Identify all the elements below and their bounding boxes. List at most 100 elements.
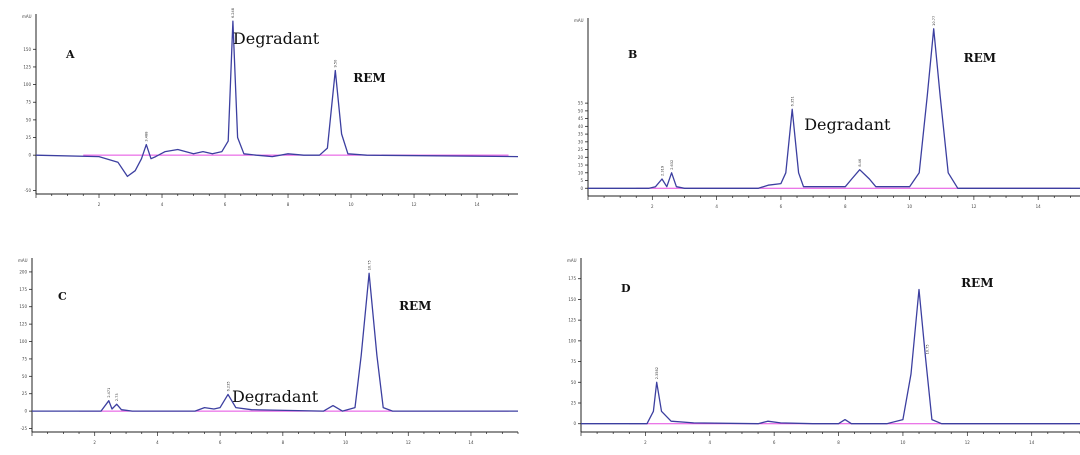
y-tick-label: 25	[571, 401, 577, 406]
x-tick-label: 6	[224, 202, 227, 207]
x-tick-label: 8	[287, 202, 290, 207]
y-tick-label: 100	[19, 339, 27, 344]
chart-b-svg: mAU 0 5 10 15 20 25 30 35 40 45 50 55 2 4 6 8 10 12 14 2.319…	[574, 16, 1080, 209]
chart-a-svg: mAU -50 0 25 50 75 100 125 150 2 4 6 8 10 12 14 3.488 6.2…	[22, 8, 519, 207]
y-tick-label: 175	[568, 276, 576, 281]
y-tick-label: 25	[22, 391, 28, 396]
y-tick-label: 50	[571, 380, 577, 385]
chromatogram-trace	[581, 288, 1080, 425]
y-tick-label: 5	[580, 178, 583, 183]
y-tick-label: 150	[23, 47, 31, 52]
annotation-degradant: Degradant	[232, 387, 319, 406]
y-tick-label: 75	[22, 356, 28, 361]
chromatogram-panel-c: mAU -25 0 25 50 75 100 125 150 175 200 2 4 6 8 10 12 14 2.…	[0, 250, 522, 455]
chromatogram-trace	[35, 20, 519, 178]
peak-retention-label: 8.46	[858, 159, 862, 167]
peak-retention-label: 6.248	[231, 8, 235, 18]
x-tick-label: 4	[715, 204, 718, 209]
y-tick-label: 55	[578, 101, 584, 106]
peak-retention-label: 2.73	[115, 393, 119, 401]
y-tick-label: 10	[578, 170, 584, 175]
x-tick-label: 8	[844, 204, 847, 209]
panel-label: B	[628, 48, 637, 61]
x-tick-label: 10	[900, 440, 906, 445]
peak-retention-label: 6.351	[790, 96, 794, 106]
annotation-rem: REM	[353, 71, 385, 85]
y-tick-label: 40	[578, 124, 584, 129]
x-tick-label: 14	[474, 202, 480, 207]
y-tick-label: 20	[578, 155, 584, 160]
y-tick-label: 45	[578, 116, 584, 121]
y-tick-label: 200	[19, 269, 27, 274]
x-tick-label: 14	[1036, 204, 1042, 209]
x-tick-label: 12	[411, 202, 417, 207]
chart-d-svg: mAU 0 25 50 75 100 125 150 175 2 4 6 8 10 12 14 2.3582 10…	[567, 258, 1080, 445]
peak-retention-label: 10.77	[932, 16, 936, 26]
y-tick-label: 30	[578, 139, 584, 144]
x-tick-label: 12	[971, 204, 977, 209]
peak-retention-label: 3.488	[145, 132, 149, 142]
annotation-rem: REM	[399, 299, 431, 313]
y-tick-label: 50	[578, 108, 584, 113]
x-tick-label: 14	[1029, 440, 1035, 445]
chromatogram-trace	[588, 28, 1080, 189]
chart-c-svg: mAU -25 0 25 50 75 100 125 150 175 200 2 4 6 8 10 12 14 2.…	[18, 258, 519, 445]
peak-retention-label: 9.50	[334, 60, 338, 68]
y-tick-label: 150	[568, 297, 576, 302]
x-tick-label: 10	[907, 204, 913, 209]
chromatogram-panel-d: mAU 0 25 50 75 100 125 150 175 2 4 6 8 10 12 14 2.3582 10…	[555, 250, 1080, 455]
peak-retention-label: 10.75	[367, 260, 371, 270]
y-tick-label: 100	[568, 338, 576, 343]
panel-label: D	[621, 282, 631, 295]
peak-retention-label: 6.235	[226, 381, 230, 391]
axis-unit-label: mAU	[18, 258, 28, 263]
y-tick-label: 125	[19, 322, 27, 327]
annotation-rem: REM	[964, 51, 996, 65]
x-tick-label: 4	[161, 202, 164, 207]
axis-unit-label: mAU	[574, 18, 584, 23]
chromatogram-panel-a: mAU -50 0 25 50 75 100 125 150 2 4 6 8 10 12 14 3.488 6.2…	[8, 8, 522, 212]
x-tick-label: 12	[406, 440, 412, 445]
y-tick-label: 0	[28, 153, 31, 158]
x-tick-label: 6	[780, 204, 783, 209]
chromatogram-panel-b: mAU 0 5 10 15 20 25 30 35 40 45 50 55 2 4 6 8 10 12 14 2.319…	[566, 10, 1080, 217]
x-tick-label: 4	[156, 440, 159, 445]
annotation-degradant: Degradant	[233, 29, 320, 48]
x-tick-label: 6	[219, 440, 222, 445]
x-tick-label: 4	[709, 440, 712, 445]
x-tick-label: 10	[343, 440, 349, 445]
annotation-rem: REM	[961, 276, 993, 290]
panel-label: C	[58, 290, 67, 303]
y-tick-label: 75	[26, 100, 32, 105]
y-tick-label: 175	[19, 287, 27, 292]
y-tick-label: 50	[26, 117, 32, 122]
peak-retention-label: 2.319	[660, 166, 664, 176]
y-tick-label: 75	[571, 359, 577, 364]
y-tick-label: 0	[580, 186, 583, 191]
peak-retention-label: 2.471	[107, 388, 111, 398]
y-tick-label: 150	[19, 304, 27, 309]
y-tick-label: 50	[22, 374, 28, 379]
y-tick-label: 0	[24, 409, 27, 414]
y-tick-label: 25	[578, 147, 584, 152]
peak-retention-label: 10.75	[925, 344, 929, 354]
y-tick-label: 125	[23, 64, 31, 69]
y-tick-label: 125	[568, 318, 576, 323]
peak-retention-label: 2.3582	[655, 367, 659, 379]
x-tick-label: 2	[644, 440, 647, 445]
chromatogram-trace	[32, 272, 518, 412]
axis-unit-label: mAU	[567, 258, 577, 263]
x-tick-label: 10	[348, 202, 354, 207]
x-tick-label: 12	[965, 440, 971, 445]
y-tick-label: 0	[573, 421, 576, 426]
x-tick-label: 2	[93, 440, 96, 445]
y-tick-label: 35	[578, 132, 584, 137]
annotation-degradant: Degradant	[804, 115, 891, 134]
axis-unit-label: mAU	[22, 14, 32, 19]
panel-label: A	[65, 48, 75, 61]
y-tick-label: -25	[20, 426, 27, 431]
y-tick-label: 25	[26, 135, 32, 140]
x-tick-label: 8	[282, 440, 285, 445]
peak-retention-label: 2.632	[670, 160, 674, 170]
x-tick-label: 8	[837, 440, 840, 445]
